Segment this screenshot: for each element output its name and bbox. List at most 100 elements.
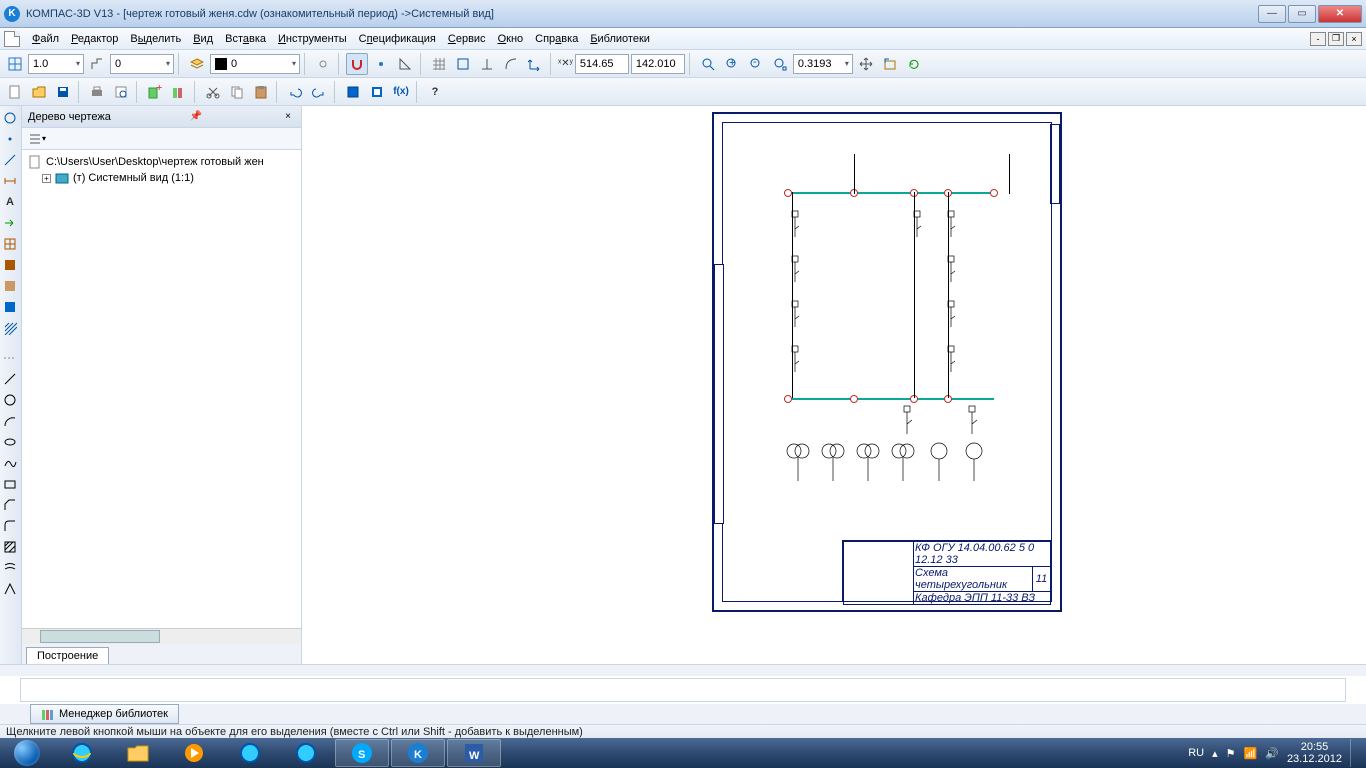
tray-action-center-icon[interactable]: ⚑ <box>1226 747 1236 760</box>
redo-icon[interactable] <box>308 81 330 103</box>
tab-library-manager[interactable]: Менеджер библиотек <box>30 704 179 724</box>
undo-icon[interactable] <box>284 81 306 103</box>
table-icon[interactable] <box>0 234 20 254</box>
ortho-icon[interactable] <box>452 53 474 75</box>
tray-lang[interactable]: RU <box>1188 747 1204 759</box>
line-icon[interactable] <box>0 150 20 170</box>
minimize-button[interactable]: — <box>1258 5 1286 23</box>
cut-icon[interactable] <box>202 81 224 103</box>
tree-expand-icon[interactable]: + <box>42 174 51 183</box>
maximize-button[interactable]: ▭ <box>1288 5 1316 23</box>
show-desktop-button[interactable] <box>1350 739 1358 767</box>
preview-icon[interactable] <box>110 81 132 103</box>
menu-service[interactable]: Сервис <box>442 31 492 47</box>
aux-line-icon[interactable] <box>0 348 20 368</box>
geometry-icon[interactable] <box>0 108 20 128</box>
menu-spec[interactable]: Спецификация <box>353 31 442 47</box>
dot-icon[interactable] <box>370 53 392 75</box>
circle-icon[interactable] <box>0 390 20 410</box>
hatch-icon[interactable] <box>0 318 20 338</box>
coord-y-input[interactable]: 142.010 <box>631 54 685 74</box>
angle-icon[interactable] <box>394 53 416 75</box>
round-icon[interactable] <box>500 53 522 75</box>
tree-close-icon[interactable]: × <box>281 111 295 122</box>
save-icon[interactable] <box>52 81 74 103</box>
perp-icon[interactable] <box>476 53 498 75</box>
menu-tools[interactable]: Инструменты <box>272 31 353 47</box>
linewidth-combo[interactable]: 1.0 <box>28 54 84 74</box>
spline-icon[interactable] <box>0 453 20 473</box>
command-input[interactable] <box>20 678 1346 702</box>
menu-editor[interactable]: Редактор <box>65 31 124 47</box>
task-word[interactable]: W <box>447 739 501 767</box>
fillet-icon[interactable] <box>0 516 20 536</box>
print-icon[interactable] <box>86 81 108 103</box>
close-button[interactable]: ✕ <box>1318 5 1362 23</box>
task-ie3[interactable] <box>279 739 333 767</box>
task-ie[interactable] <box>55 739 109 767</box>
menu-select[interactable]: Выделить <box>124 31 187 47</box>
arc-icon[interactable] <box>0 411 20 431</box>
task-skype[interactable]: S <box>335 739 389 767</box>
menu-libs[interactable]: Библиотеки <box>584 31 656 47</box>
tray-flag-icon[interactable]: ▴ <box>1212 747 1218 760</box>
task-wmp[interactable] <box>167 739 221 767</box>
menu-view[interactable]: Вид <box>187 31 219 47</box>
tree-hscroll[interactable] <box>22 628 301 644</box>
dim-icon[interactable] <box>0 171 20 191</box>
pan-icon[interactable] <box>855 53 877 75</box>
color-combo[interactable]: 0 <box>210 54 300 74</box>
zoom-combo[interactable]: 0.3193 <box>793 54 853 74</box>
task-kompas[interactable]: K <box>391 739 445 767</box>
ellipse-icon[interactable] <box>0 432 20 452</box>
step-icon[interactable] <box>86 53 108 75</box>
layer-combo[interactable]: 0 <box>110 54 174 74</box>
tray-volume-icon[interactable]: 🔊 <box>1265 747 1279 760</box>
link-icon[interactable] <box>312 53 334 75</box>
menu-window[interactable]: Окно <box>492 31 530 47</box>
refresh-icon[interactable] <box>903 53 925 75</box>
mdi-minimize-button[interactable]: - <box>1310 32 1326 46</box>
zoom-fit-icon[interactable] <box>769 53 791 75</box>
coord-x-input[interactable]: 514.65 <box>575 54 629 74</box>
tree-root[interactable]: C:\Users\User\Desktop\чертеж готовый жен <box>28 154 295 170</box>
drawing-canvas[interactable]: КФ ОГУ 14.04.00.62 5 0 12.12 33 Схема че… <box>302 106 1366 664</box>
arrow-icon[interactable] <box>0 213 20 233</box>
edit-icon[interactable] <box>0 297 20 317</box>
local-cs-icon[interactable] <box>524 53 546 75</box>
open-icon[interactable] <box>28 81 50 103</box>
text-icon[interactable]: A <box>0 192 20 212</box>
rect-icon[interactable] <box>0 474 20 494</box>
properties2-icon[interactable] <box>366 81 388 103</box>
table2-icon[interactable] <box>0 255 20 275</box>
zoom-out-icon[interactable]: - <box>745 53 767 75</box>
mdi-restore-button[interactable]: ❐ <box>1328 32 1344 46</box>
segment-icon[interactable] <box>0 369 20 389</box>
library-add-icon[interactable]: + <box>144 81 166 103</box>
magnet-icon[interactable] <box>346 53 368 75</box>
start-button[interactable] <box>0 738 54 768</box>
hatch2-icon[interactable] <box>0 537 20 557</box>
chamfer-icon[interactable] <box>0 495 20 515</box>
task-ie2[interactable] <box>223 739 277 767</box>
menu-insert[interactable]: Вставка <box>219 31 272 47</box>
copy-icon[interactable] <box>226 81 248 103</box>
tray-network-icon[interactable]: 📶 <box>1244 747 1258 760</box>
tree-pin-icon[interactable]: 📌 <box>186 111 206 122</box>
zoom-window-icon[interactable] <box>697 53 719 75</box>
task-explorer[interactable] <box>111 739 165 767</box>
point-icon[interactable] <box>0 129 20 149</box>
tab-construction[interactable]: Построение <box>26 647 109 664</box>
equid-icon[interactable] <box>0 558 20 578</box>
layers-icon[interactable] <box>186 53 208 75</box>
variables-icon[interactable]: f(x) <box>390 81 412 103</box>
properties-icon[interactable] <box>342 81 364 103</box>
paste-icon[interactable] <box>250 81 272 103</box>
library-icon[interactable] <box>168 81 190 103</box>
tree-mode-icon[interactable]: ▾ <box>26 128 48 150</box>
tree-child[interactable]: + (т) Системный вид (1:1) <box>28 170 295 186</box>
gather-icon[interactable] <box>0 579 20 599</box>
snap-icon[interactable] <box>4 53 26 75</box>
mdi-close-button[interactable]: × <box>1346 32 1362 46</box>
menu-help[interactable]: Справка <box>529 31 584 47</box>
